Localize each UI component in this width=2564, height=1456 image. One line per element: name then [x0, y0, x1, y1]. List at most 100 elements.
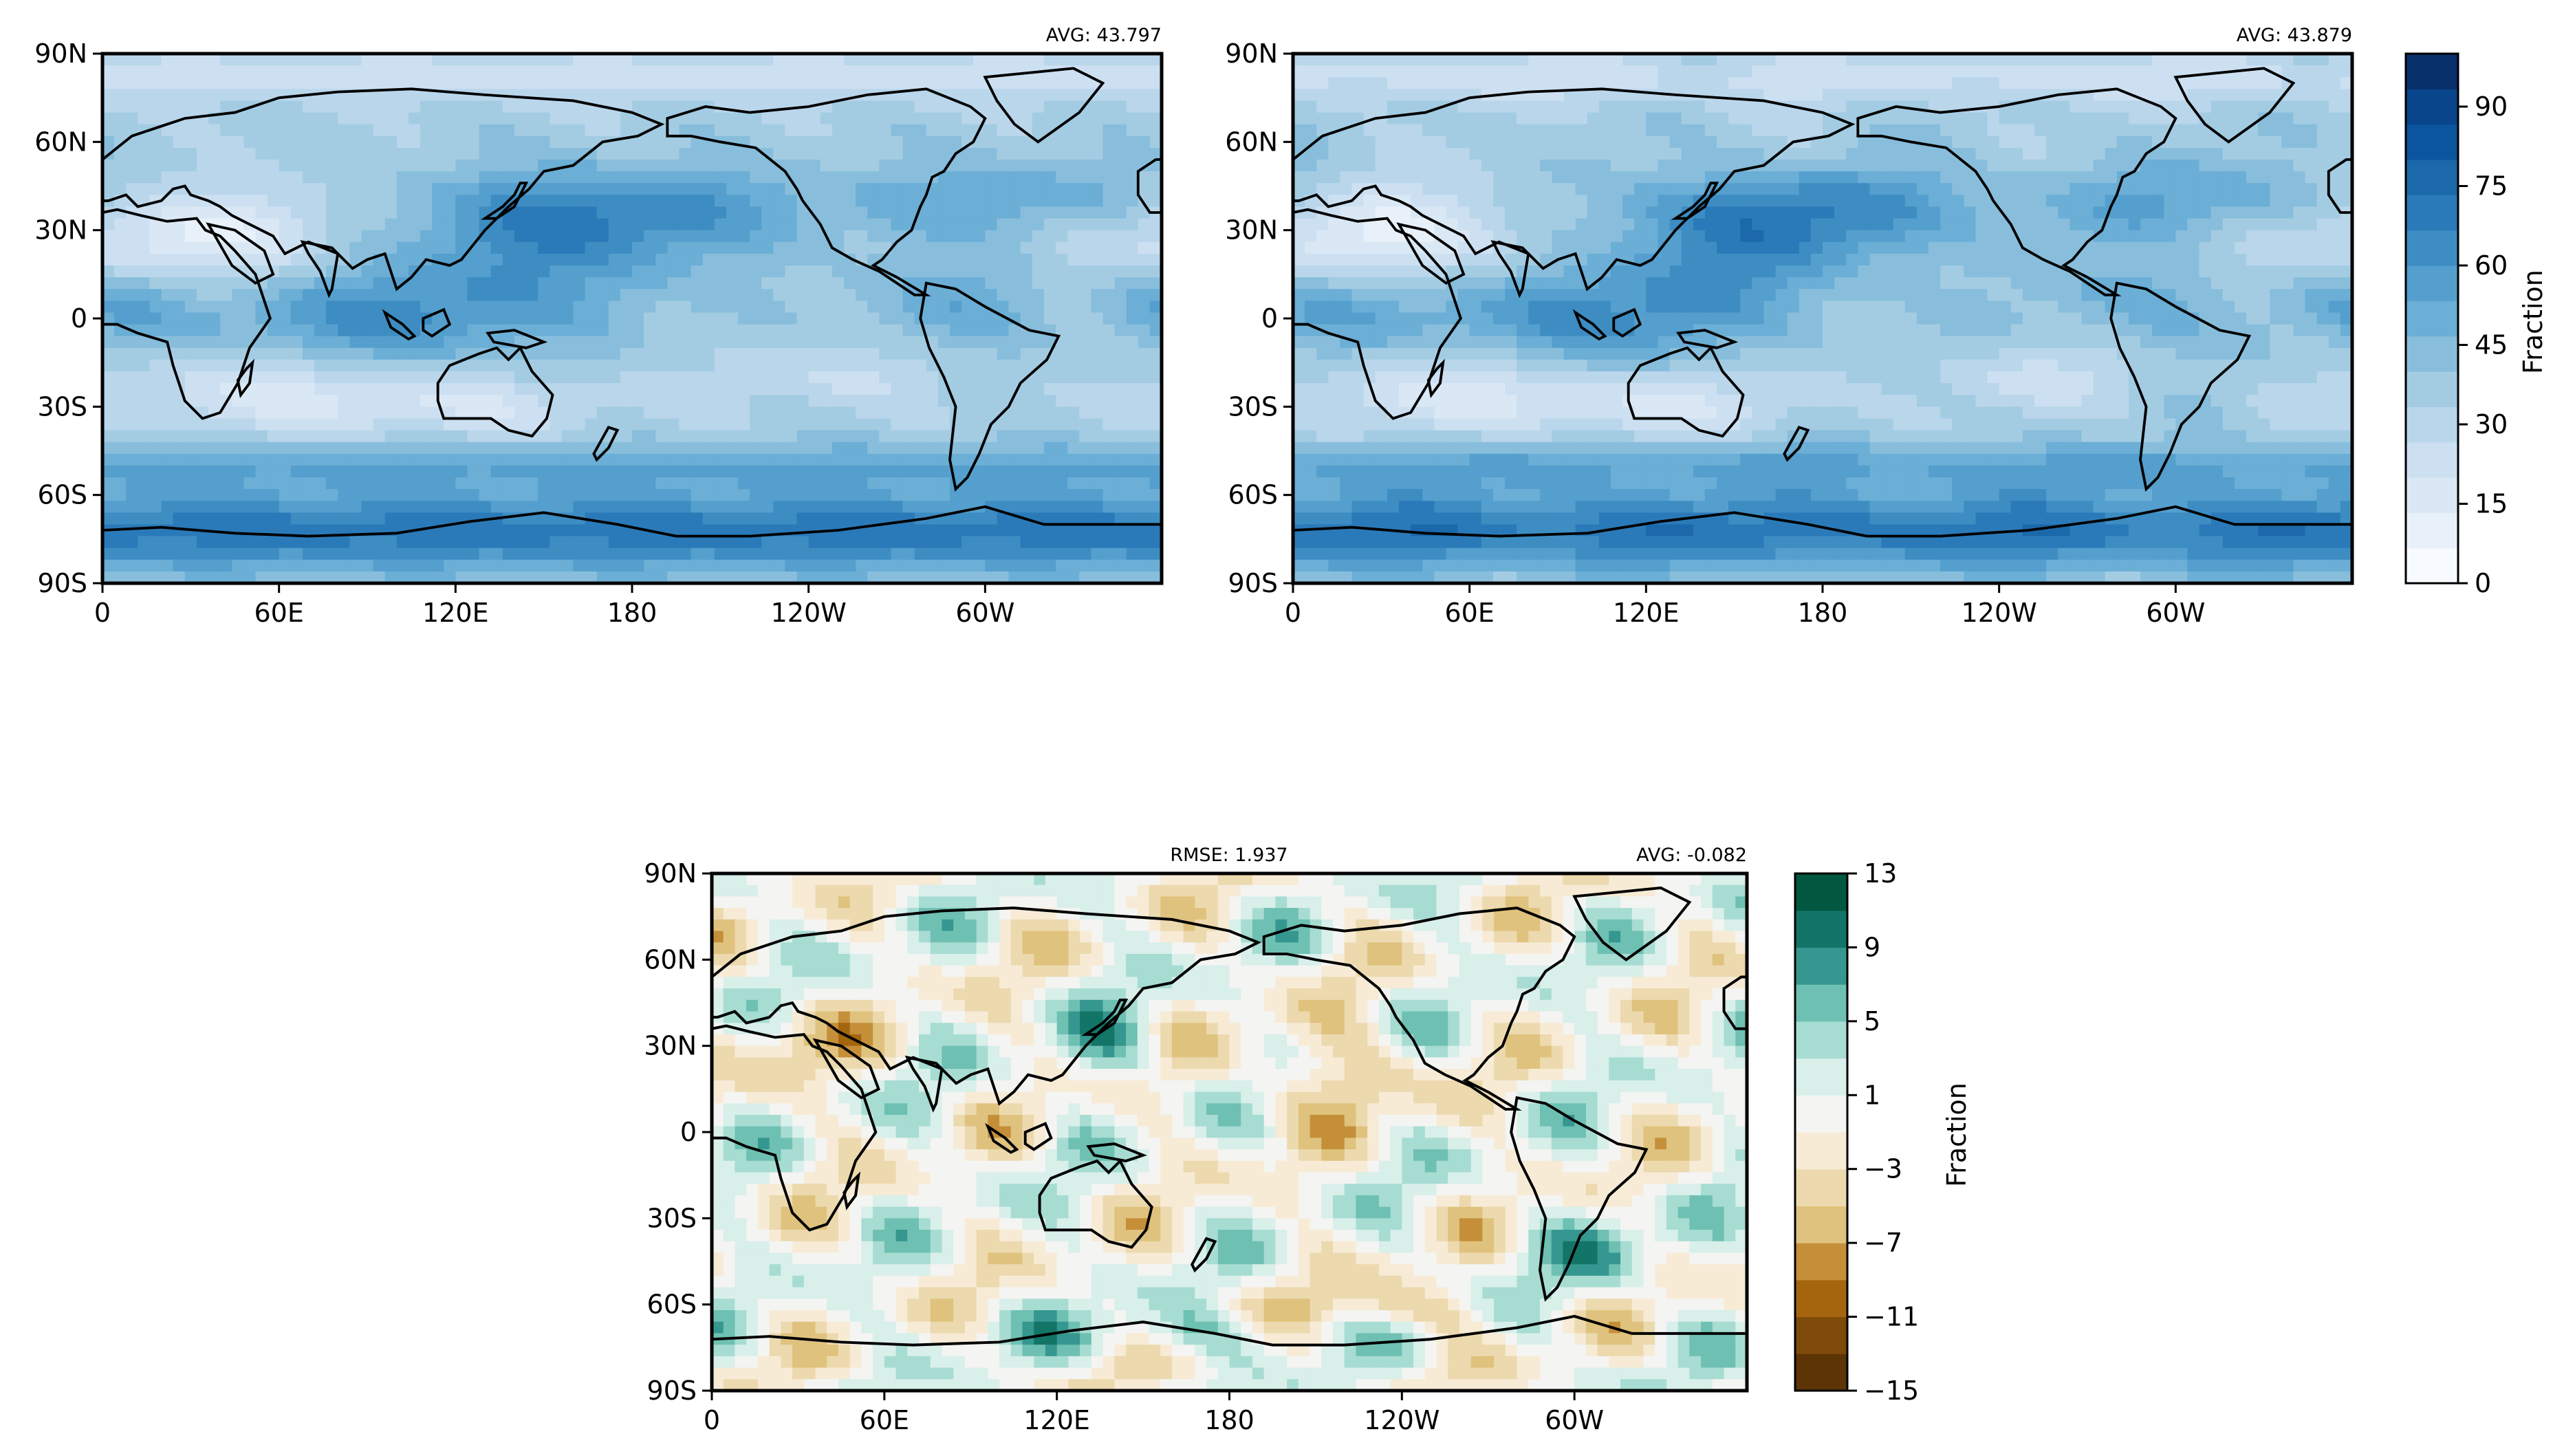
x-tick-label: 120W [1962, 598, 2037, 628]
x-tick-label: 0 [1285, 598, 1301, 628]
colorbar-swatch [1795, 1021, 1847, 1059]
x-tick-label: 60W [955, 598, 1014, 628]
field-bottom-diff [712, 873, 1748, 1391]
colorbar-swatch [2406, 160, 2458, 195]
colorbar-swatch [1795, 1095, 1847, 1133]
y-tick-label: 30N [1225, 215, 1278, 246]
colorbar-ticks: 13 9 5 1 −3 −7 −11 −15 [1847, 858, 1919, 1406]
y-axis: 90N 60N 30N 0 30S 60S 90S [1225, 39, 1293, 598]
colorbar-swatch [2406, 230, 2458, 266]
colorbar-swatches [1795, 873, 1847, 1391]
colorbar-swatch [2406, 512, 2458, 549]
map-panel-top-left: AVG: 43.797 90N 60N 30N 0 30S 60S 90S 0 60E 120E… [34, 25, 1164, 628]
colorbar-swatch [1795, 1058, 1847, 1096]
colorbar-swatch [1795, 984, 1847, 1022]
colorbar-swatch [2406, 124, 2458, 160]
y-tick-label: 90N [644, 858, 697, 889]
colorbar-tick-label: 0 [2475, 568, 2491, 598]
x-tick-label: 120E [1023, 1405, 1090, 1435]
field-top-right [1293, 54, 2353, 584]
x-tick-label: 0 [704, 1405, 720, 1435]
x-tick-label: 120W [771, 598, 847, 628]
colorbar-swatch [2406, 89, 2458, 125]
colorbar-bottom: 13 9 5 1 −3 −7 −11 −15 Fraction [1794, 858, 1972, 1406]
field-top-left [102, 54, 1162, 584]
y-tick-label: 90S [1228, 568, 1278, 598]
rmse-label: RMSE: 1.937 [1170, 845, 1288, 866]
y-tick-label: 30S [647, 1203, 697, 1233]
x-tick-label: 60E [860, 1405, 909, 1435]
colorbar-swatch [1795, 1132, 1847, 1170]
y-tick-label: 0 [1261, 303, 1278, 334]
colorbar-swatch [2406, 54, 2458, 89]
colorbar-swatch [2406, 301, 2458, 337]
colorbar-frame [2404, 52, 2459, 585]
colorbar-swatch [2406, 406, 2458, 443]
colorbar-swatch [1795, 910, 1847, 948]
x-tick-label: 120E [1613, 598, 1680, 628]
y-axis: 90N 60N 30N 0 30S 60S 90S [644, 858, 712, 1406]
colorbar-tick-label: −3 [1864, 1154, 1902, 1184]
avg-label: AVG: -0.082 [1636, 845, 1747, 866]
y-axis: 90N 60N 30N 0 30S 60S 90S [34, 39, 102, 598]
colorbar-swatch [1795, 873, 1847, 911]
x-tick-label: 60E [1444, 598, 1494, 628]
colorbar-label: Fraction [2518, 270, 2548, 374]
avg-label: AVG: 43.879 [2237, 25, 2352, 46]
colorbar-tick-label: 60 [2475, 250, 2508, 281]
y-tick-label: 0 [71, 303, 87, 334]
x-tick-label: 180 [1204, 1405, 1254, 1435]
map-panel-top-right: AVG: 43.879 90N 60N 30N 0 30S 60S 90S 0 60E 120E… [1225, 25, 2354, 628]
map-panel-bottom-diff: RMSE: 1.937 AVG: -0.082 90N 60N 30N 0 30S 60S… [644, 845, 1749, 1435]
colorbar-tick-label: 1 [1864, 1080, 1880, 1110]
y-tick-label: 60N [1225, 127, 1278, 157]
colorbar-swatch [2406, 265, 2458, 301]
colorbar-swatch [2406, 442, 2458, 478]
y-tick-label: 90S [38, 568, 87, 598]
y-tick-label: 30N [644, 1031, 697, 1061]
x-tick-label: 60W [2146, 598, 2205, 628]
x-axis: 0 60E 120E 180 120W 60W [94, 583, 1014, 628]
colorbar-tick-label: 15 [2475, 489, 2508, 519]
colorbar-ticks: 0 15 30 45 60 75 90 [2458, 91, 2508, 598]
x-tick-label: 120W [1364, 1405, 1439, 1435]
colorbar-swatch [1795, 1354, 1847, 1391]
colorbar-top: 0 15 30 45 60 75 90 Fraction [2404, 52, 2548, 598]
colorbar-swatch [1795, 947, 1847, 985]
y-tick-label: 90N [1225, 39, 1278, 69]
colorbar-tick-label: 45 [2475, 330, 2508, 360]
colorbar-swatch [2406, 547, 2458, 584]
colorbar-swatch [1795, 1316, 1847, 1354]
y-tick-label: 30N [34, 215, 87, 246]
x-tick-label: 60W [1545, 1405, 1604, 1435]
colorbar-swatch [1795, 1169, 1847, 1207]
y-tick-label: 60S [38, 480, 87, 510]
colorbar-swatch [1795, 1279, 1847, 1318]
y-tick-label: 60N [34, 127, 87, 157]
y-tick-label: 60S [647, 1290, 697, 1320]
x-tick-label: 180 [1798, 598, 1848, 628]
x-tick-label: 120E [422, 598, 489, 628]
colorbar-swatch [2406, 477, 2458, 513]
colorbar-label: Fraction [1942, 1083, 1972, 1187]
colorbar-tick-label: −7 [1864, 1228, 1902, 1258]
colorbar-tick-label: 5 [1864, 1006, 1880, 1036]
x-tick-label: 0 [94, 598, 111, 628]
colorbar-swatch [2406, 371, 2458, 407]
colorbar-swatch [1795, 1206, 1847, 1243]
avg-label: AVG: 43.797 [1046, 25, 1162, 46]
x-tick-label: 180 [607, 598, 658, 628]
colorbar-swatches [2406, 54, 2458, 584]
y-tick-label: 0 [680, 1117, 697, 1147]
x-axis: 0 60E 120E 180 120W 60W [1285, 583, 2205, 628]
y-tick-label: 30S [38, 391, 87, 422]
colorbar-tick-label: 90 [2475, 91, 2508, 122]
colorbar-tick-label: 75 [2475, 171, 2508, 202]
y-tick-label: 60S [1228, 480, 1278, 510]
colorbar-frame [1794, 872, 1849, 1392]
colorbar-swatch [2406, 195, 2458, 231]
colorbar-swatch [1795, 1243, 1847, 1281]
colorbar-tick-label: 30 [2475, 409, 2508, 439]
y-tick-label: 90N [34, 39, 87, 69]
